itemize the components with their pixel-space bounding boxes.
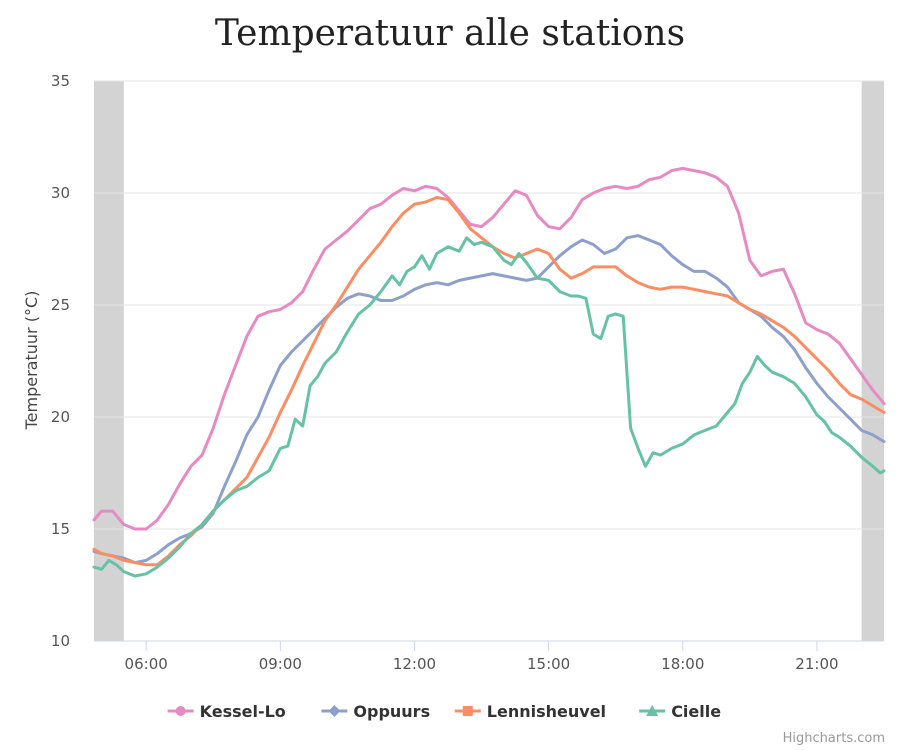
legend-label: Lennisheuvel xyxy=(487,702,606,721)
y-tick-label: 10 xyxy=(51,632,70,650)
y-tick-label: 35 xyxy=(51,72,70,90)
night-bands xyxy=(94,81,884,641)
night-band-2 xyxy=(861,81,884,641)
x-tick-label: 12:00 xyxy=(393,655,436,673)
night-band-1 xyxy=(94,81,124,641)
x-axis-ticks: 06:00 09:00 12:00 15:00 18:00 21:00 xyxy=(125,641,839,673)
legend: Kessel-Lo Oppuurs Lennisheuvel Cielle xyxy=(167,702,721,721)
x-tick-label: 21:00 xyxy=(795,655,838,673)
chart-title: Temperatuur alle stations xyxy=(215,13,685,54)
legend-marker-circle xyxy=(175,706,186,716)
legend-label: Cielle xyxy=(671,702,721,721)
y-axis-label: Temperatuur (°C) xyxy=(22,291,41,431)
y-tick-label: 30 xyxy=(51,184,70,202)
x-tick-label: 06:00 xyxy=(125,655,168,673)
y-gridlines xyxy=(94,80,884,530)
series-lines xyxy=(92,166,886,578)
legend-marker-triangle xyxy=(646,705,659,716)
x-tick-label: 09:00 xyxy=(259,655,302,673)
y-tick-label: 15 xyxy=(51,520,70,538)
x-tick-label: 18:00 xyxy=(661,655,704,673)
x-tick-label: 15:00 xyxy=(527,655,570,673)
legend-label: Oppuurs xyxy=(353,702,430,721)
legend-item-lennisheuvel[interactable]: Lennisheuvel xyxy=(454,702,606,721)
credits-link[interactable]: Highcharts.com xyxy=(783,731,885,746)
legend-item-oppuurs[interactable]: Oppuurs xyxy=(321,702,430,721)
legend-item-kessel-lo[interactable]: Kessel-Lo xyxy=(167,702,286,721)
legend-marker-square xyxy=(462,706,473,716)
y-tick-label: 25 xyxy=(51,296,70,314)
legend-marker-diamond xyxy=(328,705,341,717)
series-line-kessel-lo[interactable] xyxy=(92,166,886,531)
legend-item-cielle[interactable]: Cielle xyxy=(639,702,721,721)
y-axis-ticks: 10 15 20 25 30 35 xyxy=(51,72,70,650)
series-line-cielle[interactable] xyxy=(92,236,886,578)
y-tick-label: 20 xyxy=(51,408,70,426)
legend-label: Kessel-Lo xyxy=(200,702,286,721)
